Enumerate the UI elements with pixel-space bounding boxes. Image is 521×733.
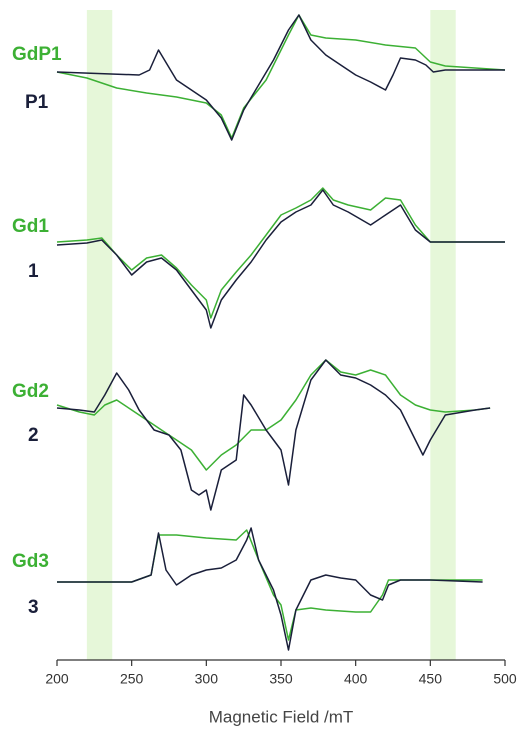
x-tick-label: 300 (195, 671, 219, 687)
trace-label: Gd3 (12, 551, 49, 572)
trace (56, 189, 505, 329)
x-axis-label: Magnetic Field /mT (209, 707, 354, 726)
x-tick-label: 250 (120, 671, 144, 687)
trace-label: 1 (28, 261, 39, 282)
trace (56, 14, 505, 141)
traces (56, 14, 506, 651)
trace (57, 529, 483, 641)
x-axis: 200 250 300 350 400 450 500 (45, 659, 517, 687)
trace-label: GdP1 (12, 44, 62, 65)
trace-label: 3 (28, 597, 39, 618)
x-tick-label: 400 (344, 671, 368, 687)
trace (56, 359, 491, 471)
shaded-band (430, 10, 456, 660)
trace (56, 187, 505, 319)
x-tick-label: 500 (493, 671, 517, 687)
trace-label: P1 (25, 92, 49, 113)
x-tick-label: 200 (45, 671, 69, 687)
trace-label: 2 (28, 425, 39, 446)
trace (56, 14, 506, 139)
shaded-band (86, 10, 113, 660)
x-tick-label: 350 (269, 671, 293, 687)
shaded-bands (86, 10, 456, 660)
trace (56, 359, 491, 511)
trace-label: Gd1 (12, 216, 49, 237)
trace (57, 527, 483, 651)
trace-label: Gd2 (12, 381, 49, 402)
x-tick-label: 450 (419, 671, 443, 687)
